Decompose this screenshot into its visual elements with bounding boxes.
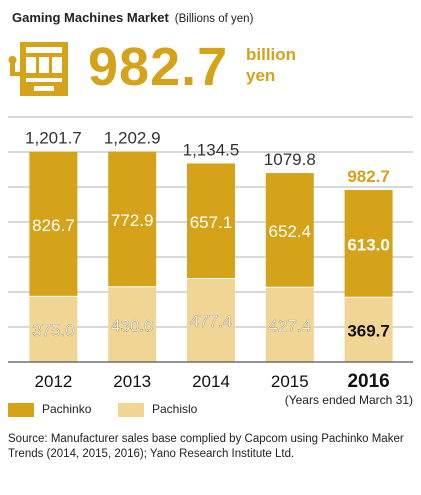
label-pachislo-2016: 369.7	[347, 322, 390, 341]
bar-pachinko-2016	[344, 190, 393, 298]
label-pachinko-2012: 826.7	[32, 216, 75, 235]
source-note: Source: Manufacturer sales base complied…	[8, 433, 404, 460]
legend-item-pachislo: Pachislo	[118, 402, 197, 417]
x-tick-2013: 2013	[113, 372, 151, 391]
label-pachislo-2013: 430.0	[111, 316, 154, 335]
headline-value: 982.7	[88, 37, 229, 97]
label-pachinko-2014: 657.1	[190, 213, 233, 232]
bar-pachislo-2015	[265, 287, 314, 362]
label-pachinko-2016: 613.0	[347, 236, 390, 255]
chart-title: Gaming Machines Market	[12, 10, 169, 25]
label-total-2013: 1,202.9	[104, 128, 161, 147]
headline: 982.7 billion yen	[8, 37, 408, 98]
x-tick-2016: 2016	[347, 371, 389, 392]
slot-machine-icon	[8, 42, 68, 96]
bar-pachinko-2013	[108, 151, 157, 287]
label-pachinko-2013: 772.9	[111, 211, 154, 230]
unit-note: (Billions of yen)	[174, 13, 254, 25]
chart-title-row: Gaming Machines Market (Billions of yen)	[12, 10, 253, 25]
bar-pachinko-2012	[29, 151, 78, 297]
label-total-2015: 1079.8	[264, 150, 316, 169]
x-tick-2015: 2015	[271, 372, 309, 391]
legend-swatch-pachislo	[118, 402, 144, 417]
bar-pachinko-2015	[265, 173, 314, 288]
bar-pachislo-2016	[344, 297, 393, 362]
label-total-2016: 982.7	[347, 167, 390, 186]
legend-label-pachinko: Pachinko	[42, 402, 92, 416]
x-tick-2014: 2014	[192, 372, 230, 391]
bar-pachislo-2013	[108, 286, 157, 362]
label-pachislo-2014: 477.4	[190, 312, 233, 331]
label-pachislo-2015: 427.4	[269, 317, 312, 336]
headline-unit: billion yen	[246, 45, 297, 85]
legend-item-pachinko: Pachinko	[8, 402, 91, 417]
legend-swatch-pachinko	[8, 402, 34, 417]
period-note: (Years ended March 31)	[284, 393, 413, 407]
label-pachinko-2015: 652.4	[269, 222, 312, 241]
bar-pachinko-2014	[187, 163, 235, 279]
x-tick-2012: 2012	[34, 372, 72, 391]
bar-pachislo-2014	[187, 278, 235, 362]
label-pachislo-2012: 375.0	[32, 321, 75, 340]
label-total-2014: 1,134.5	[183, 140, 240, 159]
bar-pachislo-2012	[29, 296, 78, 362]
label-total-2012: 1,201.7	[25, 129, 82, 148]
stacked-bar-chart: 375.0 826.7 1,201.7 2012 430.0 772.9 1,202.9 20…	[8, 116, 413, 392]
legend-label-pachislo: Pachislo	[152, 402, 198, 416]
